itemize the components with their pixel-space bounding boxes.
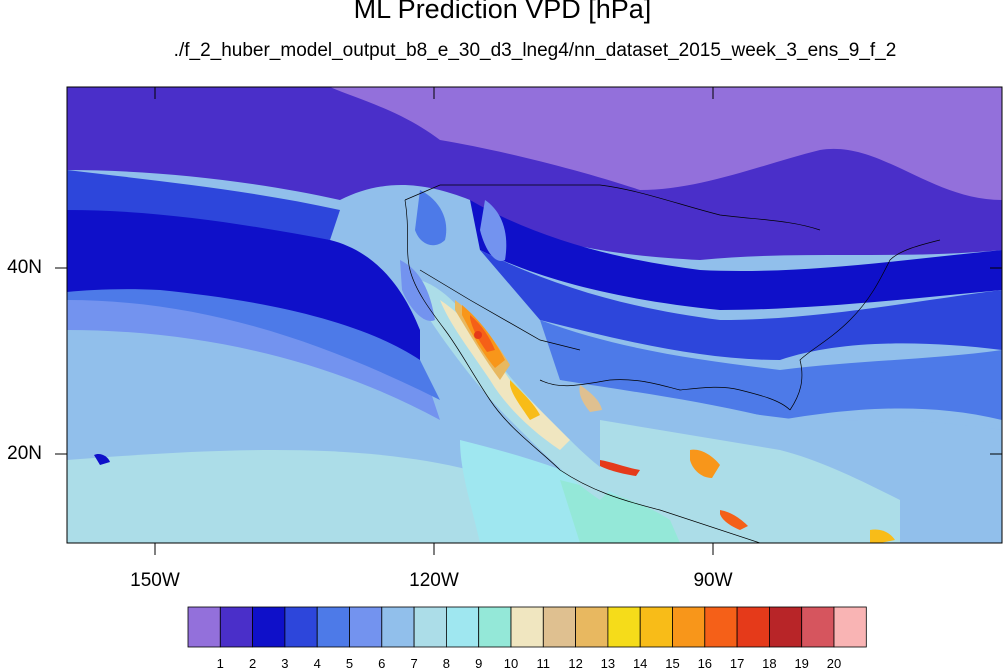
ytick-20n: 20N bbox=[7, 443, 42, 464]
xtick-90w: 90W bbox=[693, 570, 733, 591]
colorbar-label: 9 bbox=[475, 656, 483, 671]
tick-marks bbox=[55, 87, 1002, 555]
colorbar-label: 2 bbox=[248, 656, 257, 671]
colorbar-label: 13 bbox=[600, 656, 616, 671]
xtick-120w: 120W bbox=[409, 570, 459, 591]
ytick-40n: 40N bbox=[7, 257, 42, 278]
colorbar-label: 11 bbox=[536, 656, 551, 671]
colorbar-label: 10 bbox=[503, 656, 519, 671]
contour-field bbox=[67, 87, 1002, 543]
colorbar-label: 19 bbox=[794, 656, 809, 671]
colorbar-label: 8 bbox=[442, 656, 450, 671]
colorbar-label: 6 bbox=[378, 656, 386, 671]
map-title: ML Prediction VPD [hPa] bbox=[353, 0, 652, 24]
colorbar-label: 7 bbox=[410, 656, 418, 671]
xtick-150w: 150W bbox=[130, 570, 180, 591]
colorbar-label: 5 bbox=[345, 656, 354, 671]
colorbar-label: 12 bbox=[568, 656, 583, 671]
colorbar-label: 4 bbox=[313, 656, 321, 671]
map-subtitle: ./f_2_huber_model_output_b8_e_30_d3_lneg… bbox=[173, 40, 897, 61]
coastlines bbox=[404, 184, 941, 543]
colorbar-label: 18 bbox=[762, 656, 777, 671]
colorbar-label: 14 bbox=[632, 656, 648, 671]
colorbar-label: 16 bbox=[697, 656, 713, 671]
colorbar-label: 20 bbox=[826, 656, 842, 671]
colorbar-label: 3 bbox=[281, 656, 289, 671]
colorbar-label: 17 bbox=[729, 656, 745, 671]
colorbar-label: 1 bbox=[216, 656, 224, 671]
colorbar-label: 15 bbox=[665, 656, 680, 671]
